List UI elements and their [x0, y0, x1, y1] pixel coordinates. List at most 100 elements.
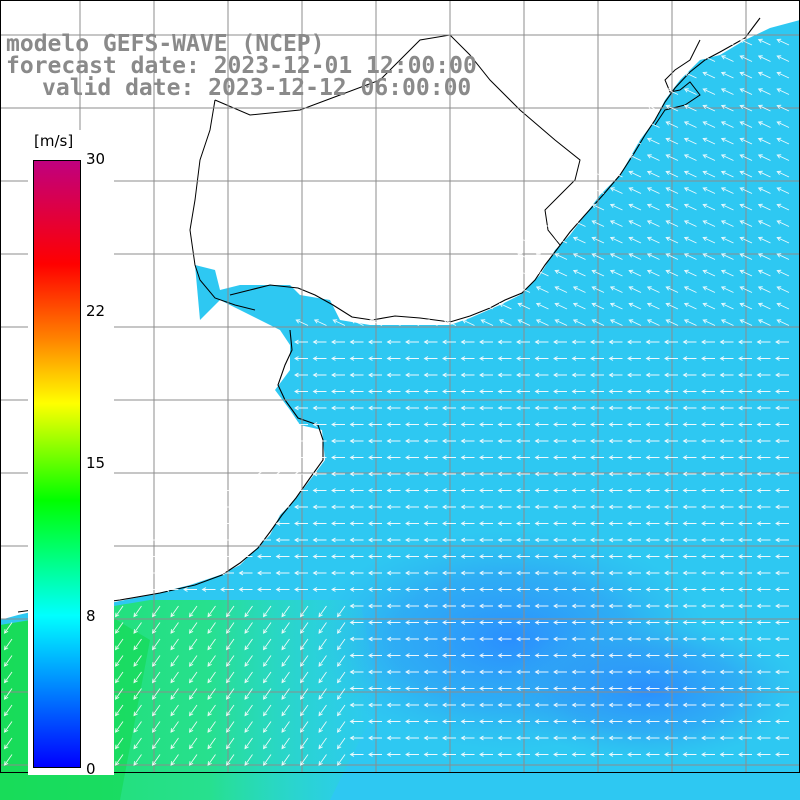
wind-arrow	[608, 735, 623, 741]
wind-arrow	[386, 653, 401, 658]
wind-arrow	[756, 669, 771, 675]
river-border-2	[214, 34, 581, 246]
wind-arrow	[757, 88, 771, 95]
wind-arrow	[386, 537, 401, 543]
wind-arrow	[756, 504, 771, 510]
wind-arrow	[207, 754, 216, 766]
wind-arrow	[386, 570, 401, 576]
wind-arrow	[756, 488, 771, 493]
colorbar-legend: [m/s] 30 22 15 8 0	[28, 130, 114, 778]
wind-arrow	[553, 752, 567, 757]
wind-arrow	[405, 356, 419, 361]
wind-arrow	[423, 405, 438, 411]
wind-arrow	[534, 405, 549, 411]
wind-arrow	[442, 620, 456, 625]
wind-arrow	[294, 438, 308, 444]
wind-arrow	[480, 286, 494, 293]
wind-arrow	[776, 38, 790, 46]
wind-arrow	[368, 603, 382, 609]
wind-arrow	[535, 319, 549, 326]
wind-arrow	[534, 521, 549, 526]
wind-arrow	[702, 253, 716, 260]
wind-arrow	[757, 121, 771, 128]
wind-arrow	[682, 389, 697, 394]
wind-arrow	[405, 405, 419, 411]
wind-arrow	[646, 203, 660, 211]
wind-arrow	[738, 702, 752, 708]
wind-arrow	[460, 587, 475, 592]
wind-arrow	[756, 422, 771, 427]
wind-arrow	[405, 471, 419, 477]
wind-arrow	[534, 686, 549, 691]
wind-arrow	[554, 302, 568, 310]
wind-arrow	[590, 686, 604, 691]
wind-arrow	[146, 570, 160, 576]
wind-arrow	[775, 620, 789, 625]
wind-arrow	[572, 302, 586, 310]
wind-arrow	[590, 752, 604, 757]
wind-arrow	[739, 154, 753, 161]
wind-arrow	[349, 554, 364, 559]
wind-arrow	[682, 488, 697, 493]
wind-arrow	[115, 754, 124, 766]
wind-arrow	[701, 372, 715, 378]
wind-arrow	[665, 236, 679, 244]
wind-arrow	[645, 752, 660, 757]
wind-arrow	[281, 622, 290, 634]
wind-arrow	[534, 488, 549, 493]
wind-arrow	[776, 154, 790, 161]
wind-arrow	[170, 671, 179, 684]
wind-arrow	[534, 570, 549, 576]
wind-arrow	[738, 603, 752, 609]
wind-arrow	[590, 339, 604, 345]
wind-arrow	[498, 269, 512, 277]
wind-arrow	[775, 504, 789, 510]
wind-arrow	[460, 504, 475, 510]
wind-arrow	[627, 702, 641, 708]
wind-arrow	[609, 286, 623, 293]
wind-arrow	[497, 620, 512, 625]
wind-arrow	[590, 570, 604, 576]
wind-arrow	[756, 339, 771, 345]
wind-arrow	[312, 471, 327, 477]
wind-arrow	[738, 719, 752, 724]
wind-arrow	[479, 587, 493, 592]
wind-arrow	[386, 422, 401, 427]
wind-arrow	[608, 702, 623, 708]
wind-arrow	[609, 220, 623, 227]
wind-arrow	[263, 655, 272, 667]
wind-arrow	[170, 688, 179, 700]
wind-arrow	[479, 702, 493, 708]
wind-arrow	[775, 521, 789, 526]
wind-arrow	[739, 88, 753, 95]
wind-arrow	[571, 669, 586, 675]
wind-arrow	[442, 405, 456, 411]
wind-arrow	[645, 603, 660, 609]
wind-arrow	[553, 719, 567, 724]
wind-arrow	[664, 488, 678, 493]
wind-arrow	[442, 719, 456, 724]
wind-arrow	[386, 752, 401, 757]
wind-arrow	[591, 269, 605, 277]
wind-arrow	[244, 605, 253, 618]
wind-arrow	[701, 686, 715, 691]
wind-arrow	[534, 653, 549, 658]
wind-arrow	[318, 754, 327, 766]
wind-arrow	[115, 605, 124, 618]
wind-arrow	[497, 719, 512, 724]
wind-arrow	[189, 704, 198, 717]
wind-arrow	[516, 620, 530, 625]
wind-arrow	[405, 603, 419, 609]
wind-arrow	[152, 655, 161, 667]
wind-arrow	[423, 422, 438, 427]
wind-arrow	[498, 286, 512, 293]
wind-arrow	[460, 405, 475, 411]
wind-arrow	[300, 737, 309, 750]
wind-arrow	[665, 187, 679, 194]
wind-arrow	[479, 686, 493, 691]
wind-arrow	[701, 422, 715, 427]
wind-arrow	[682, 422, 697, 427]
wind-arrow	[682, 455, 697, 460]
wind-arrow	[683, 269, 697, 277]
